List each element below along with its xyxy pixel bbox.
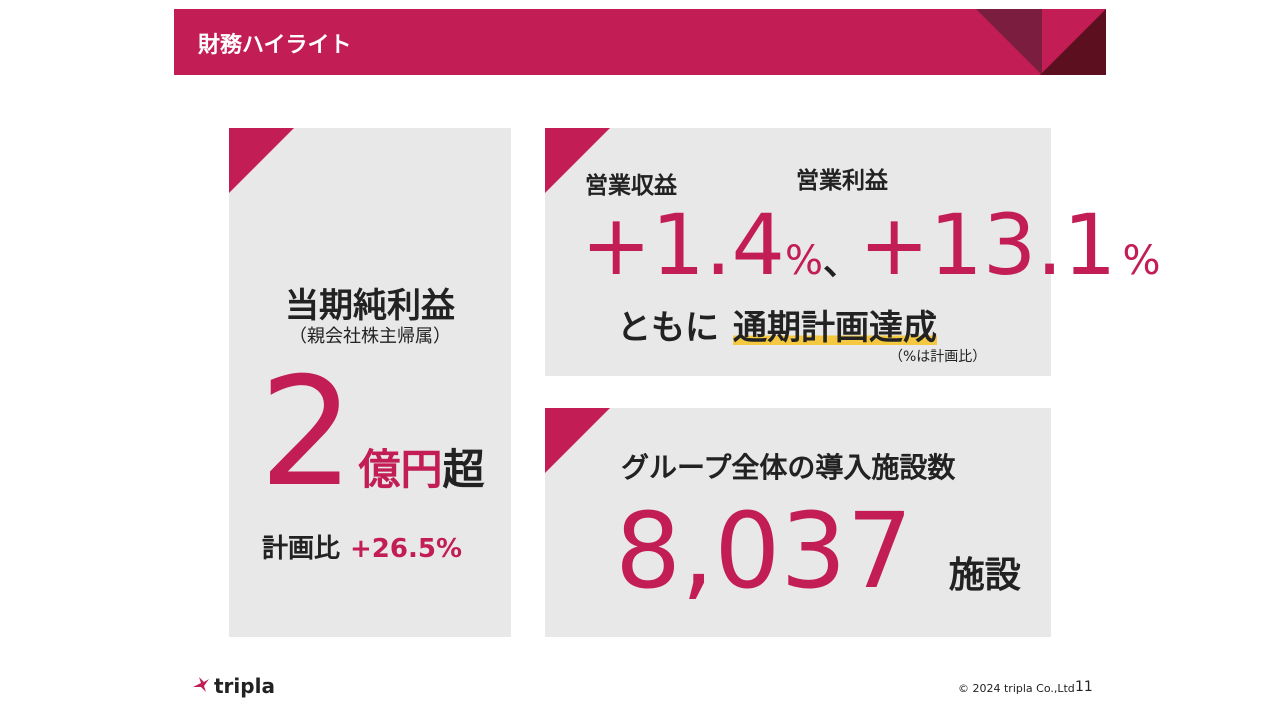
corner (229, 128, 294, 193)
plan-label: 計画比 (262, 534, 341, 564)
page-number: 11 (1075, 679, 1093, 695)
text: ともに (617, 308, 719, 348)
logo-text: tripla (214, 674, 275, 698)
net-income-card: 当期純利益 （親会社株主帰属） 2 億円 超 計画比 +26.5% (229, 128, 511, 637)
corner (545, 128, 610, 193)
facilities-card: グループ全体の導入施設数 8,037 施設 (545, 408, 1051, 637)
card-title: グループ全体の導入施設数 (621, 451, 956, 484)
unit: % (1122, 238, 1161, 284)
card-title: 当期純利益 (285, 286, 455, 326)
highlight: 通期計画達成 (733, 300, 937, 349)
unit: 億円 (358, 445, 443, 494)
logo: tripla (192, 674, 275, 698)
corner (545, 408, 610, 473)
value: +1.4 (581, 196, 785, 294)
copyright: © 2024 tripla Co.,Ltd (958, 682, 1075, 695)
header-title: 財務ハイライト (198, 33, 352, 58)
header-bar: 財務ハイライト (174, 9, 1106, 75)
label: 営業利益 (796, 168, 888, 194)
label: 営業収益 (585, 173, 677, 199)
note: （%は計画比） (889, 349, 987, 365)
value: +13.1 (859, 196, 1117, 294)
unit: % (784, 238, 823, 284)
unit: 施設 (948, 555, 1021, 596)
card-subtitle: （親会社株主帰属） (289, 326, 451, 347)
header-decoration (976, 9, 1106, 75)
suffix: 超 (442, 445, 485, 494)
separator: 、 (823, 242, 860, 283)
logo-mark (193, 677, 209, 692)
value: 8,037 (615, 490, 913, 612)
plan-value: +26.5% (350, 534, 463, 564)
operating-card: 営業収益 営業利益 +1.4 % 、 +13.1 % ともに 通期計画達成 （%… (545, 128, 1160, 376)
value: 2 (259, 346, 355, 520)
